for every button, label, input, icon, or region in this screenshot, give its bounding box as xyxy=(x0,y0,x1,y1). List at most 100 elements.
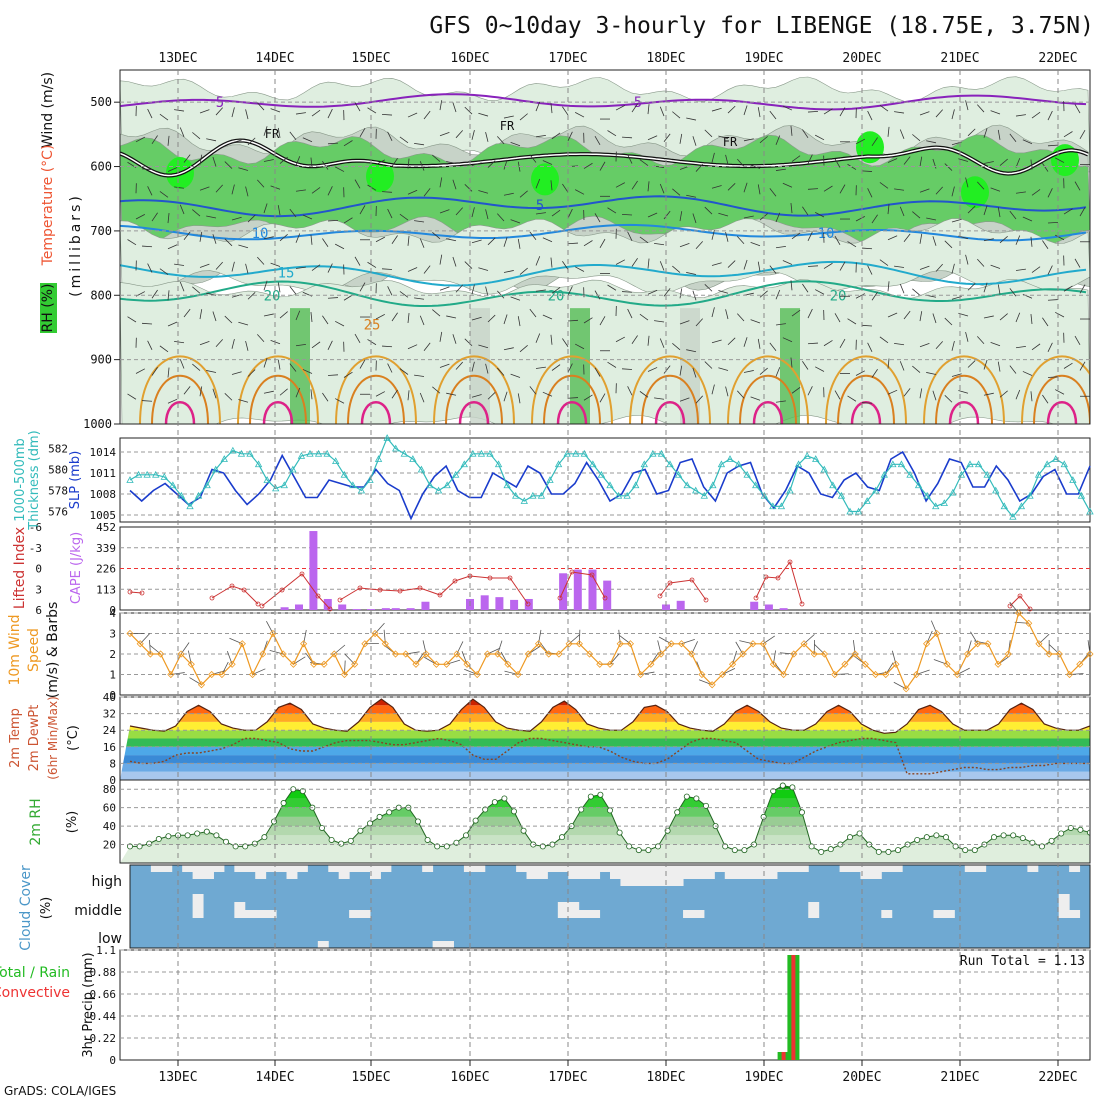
cloud-middle-label: middle xyxy=(74,903,122,919)
cloud-middle-bar xyxy=(1058,894,1070,918)
wind-barb xyxy=(551,209,561,217)
thickness-marker xyxy=(940,499,948,506)
wind-barb xyxy=(1074,258,1081,268)
wind-barb xyxy=(1015,312,1021,323)
wind-barb xyxy=(958,390,969,394)
cloud-high-bar xyxy=(474,865,486,872)
wind-barb xyxy=(199,109,210,114)
precip-tick-label: 1.1 xyxy=(96,944,116,957)
panel3-axis-titles: Lifted Index CAPE (J/kg) xyxy=(12,527,84,609)
wind-barb xyxy=(823,262,833,269)
wind-barb xyxy=(327,108,333,119)
wind-barb xyxy=(141,168,153,170)
lifted-marker xyxy=(299,571,305,577)
cloud-middle-bar xyxy=(881,910,893,918)
wind-barb xyxy=(958,158,969,162)
rh-marker xyxy=(501,795,508,802)
wind-barb xyxy=(485,363,489,374)
wind-barb xyxy=(727,260,736,268)
wind-barb xyxy=(327,297,339,299)
wind-barb xyxy=(847,318,857,325)
cloud-low-label: low xyxy=(98,931,122,947)
wind-barb xyxy=(199,309,203,320)
rh-marker xyxy=(645,847,652,854)
wind-barb xyxy=(990,341,1001,347)
wind-barb xyxy=(711,152,715,163)
wind-barb xyxy=(727,337,736,346)
wind-barb xyxy=(743,215,754,219)
wind-barb xyxy=(407,313,410,324)
lifted-marker xyxy=(602,595,608,601)
cloud-high-bar xyxy=(599,865,611,872)
wind-barb xyxy=(452,256,457,267)
wind-barb xyxy=(399,291,409,298)
wind-marker xyxy=(769,660,777,668)
wind-barb xyxy=(997,129,1001,140)
wind-barb xyxy=(270,262,281,267)
wind-barb xyxy=(174,186,185,189)
lifted-marker xyxy=(787,559,793,565)
cloud-high-bar xyxy=(839,865,851,872)
wind-barb xyxy=(919,188,930,193)
wind-barb xyxy=(823,185,833,192)
wind-barb xyxy=(334,398,345,404)
rh-marker xyxy=(1039,843,1046,850)
wind-barb xyxy=(257,256,265,265)
wind-barb xyxy=(159,113,169,121)
wind-barb xyxy=(151,135,158,145)
wind-barb xyxy=(1042,163,1049,172)
temperature-contour-35 xyxy=(948,401,980,424)
wind-barb xyxy=(621,136,633,139)
wind-barb xyxy=(782,182,793,188)
wind-barb xyxy=(159,268,169,275)
wind-barb xyxy=(839,338,846,348)
thickness-marker xyxy=(357,486,366,494)
wind-barb xyxy=(679,320,690,325)
wind-marker xyxy=(463,660,471,668)
wind-barb xyxy=(871,291,878,301)
wind-barb xyxy=(977,336,985,345)
cloud-high-bar xyxy=(286,865,298,879)
wind-barb xyxy=(471,239,482,244)
rh-marker xyxy=(1048,837,1055,844)
wind-speed-panel: 0 1 2 3 4 xyxy=(109,601,1094,702)
wind-barb xyxy=(327,219,339,222)
cape-bar xyxy=(391,608,400,610)
wind-barb xyxy=(847,241,857,248)
wind-barb xyxy=(965,331,969,342)
wind-barb xyxy=(141,322,153,325)
rh-marker xyxy=(683,793,690,800)
wind-barb xyxy=(834,390,841,400)
wind-barb xyxy=(599,393,606,403)
wind-barb xyxy=(215,261,223,270)
wind-barb xyxy=(814,289,825,295)
wind-barb xyxy=(999,313,1008,321)
temp-band xyxy=(120,755,1090,764)
wind-barb xyxy=(127,239,137,246)
rh-band xyxy=(120,826,1090,836)
wind-barb xyxy=(471,316,482,321)
wind-barb xyxy=(737,158,745,167)
rh-marker xyxy=(155,836,162,843)
wind-barb xyxy=(1047,144,1059,147)
wind-barb xyxy=(599,161,606,171)
thickness-marker xyxy=(820,465,828,473)
cloud-middle-bar xyxy=(1069,910,1081,918)
wind-barb xyxy=(423,342,431,352)
precip-tick-label: 0.44 xyxy=(90,1010,117,1023)
rh-field xyxy=(120,782,1090,863)
lifted-marker xyxy=(1017,593,1023,599)
contour-label: 5 xyxy=(216,95,224,111)
pressure-tick-label: 500 xyxy=(90,95,112,109)
wind-barb xyxy=(1047,110,1053,121)
wind-barb xyxy=(199,186,210,191)
lifted-line xyxy=(659,579,707,601)
rh-marker xyxy=(616,829,623,836)
cape-tick-label: 452 xyxy=(96,521,116,534)
day-label-top: 17DEC xyxy=(548,51,587,66)
wind-barb xyxy=(245,186,249,197)
panel1-axis-titles: Wind (m/s) Temperature (°C) RH (%) (mill… xyxy=(40,72,84,333)
wind-barb xyxy=(654,242,665,246)
wind-barb xyxy=(814,134,825,141)
wind-barb xyxy=(725,154,729,165)
